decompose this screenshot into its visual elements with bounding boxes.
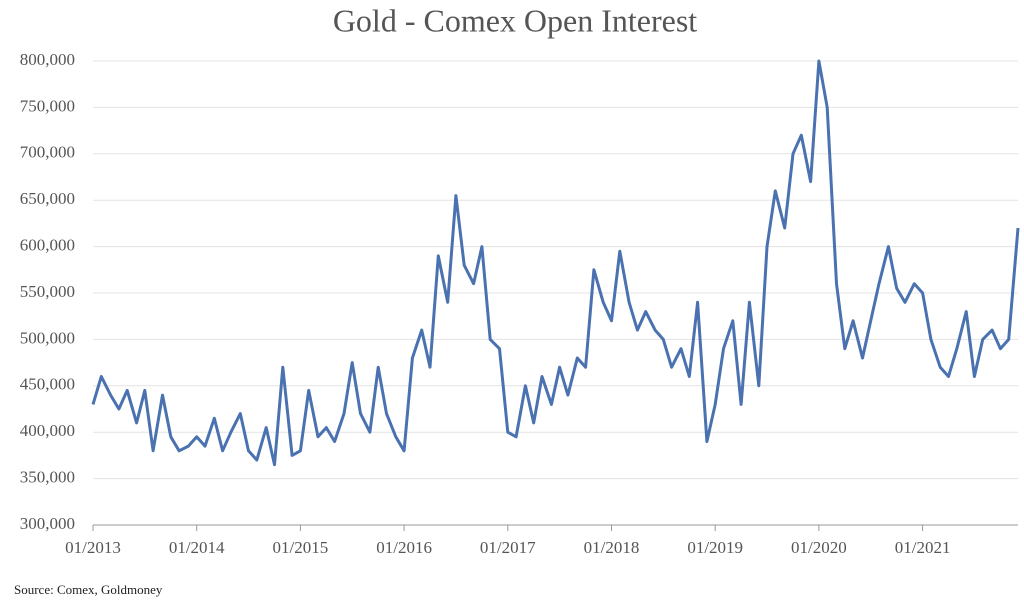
x-tick-label: 01/2013 (65, 538, 121, 557)
data-line (91, 59, 1020, 467)
y-tick-label: 350,000 (20, 468, 75, 487)
x-tick-label: 01/2019 (687, 538, 743, 557)
y-tick-label: 700,000 (20, 143, 75, 162)
x-tick-label: 01/2014 (169, 538, 225, 557)
chart-title: Gold - Comex Open Interest (333, 2, 697, 38)
x-tick-label: 01/2021 (895, 538, 951, 557)
x-tick-label: 01/2018 (584, 538, 640, 557)
y-tick-label: 400,000 (20, 421, 75, 440)
y-tick-label: 300,000 (20, 514, 75, 533)
y-tick-label: 750,000 (20, 96, 75, 115)
y-tick-label: 500,000 (20, 328, 75, 347)
y-tick-label: 800,000 (20, 50, 75, 69)
x-tick-label: 01/2015 (273, 538, 329, 557)
y-tick-label: 650,000 (20, 189, 75, 208)
x-tick-label: 01/2017 (480, 538, 536, 557)
x-tick-label: 01/2020 (791, 538, 847, 557)
x-tick-label: 01/2016 (376, 538, 432, 557)
y-tick-label: 550,000 (20, 282, 75, 301)
y-tick-label: 450,000 (20, 375, 75, 394)
y-tick-label: 600,000 (20, 236, 75, 255)
source-note: Source: Comex, Goldmoney (14, 582, 163, 597)
